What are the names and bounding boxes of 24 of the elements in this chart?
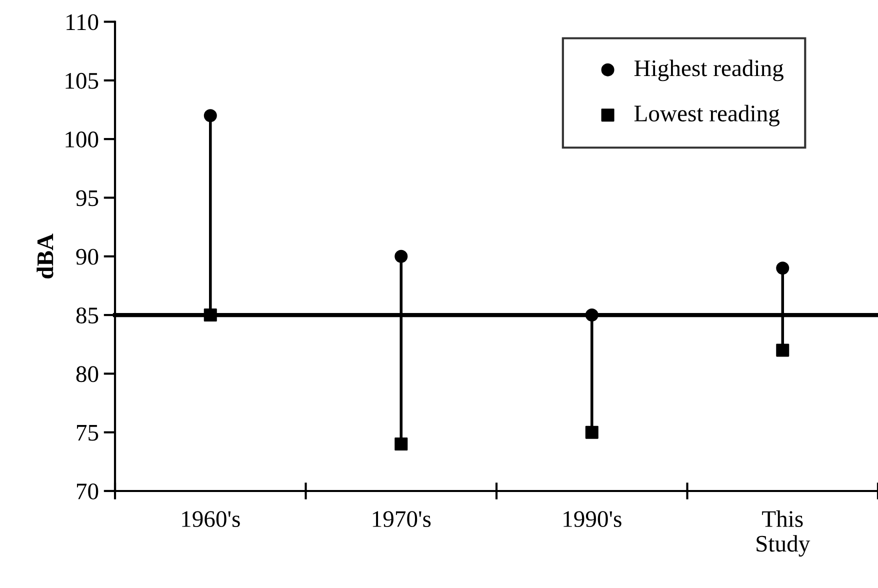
point: [585, 308, 598, 322]
x-tick-label: 1960's: [182, 511, 240, 528]
point: [776, 344, 790, 357]
legend-label: Lowest reading: [634, 104, 780, 126]
y-tick-label: 75: [76, 425, 98, 441]
point: [776, 262, 790, 275]
point: [204, 308, 217, 322]
y-tick-label: 95: [76, 190, 98, 206]
y-tick-label: 105: [66, 72, 98, 89]
x-tick-label: This Study: [756, 510, 810, 557]
point: [394, 438, 408, 451]
y-tick-label: 110: [66, 14, 98, 30]
legend-label: Highest reading: [634, 60, 784, 82]
y-tick-label: 100: [66, 132, 98, 148]
x-tick-label: 1990's: [564, 511, 622, 528]
y-tick-label: 80: [76, 366, 98, 382]
y-tick-label: 85: [76, 308, 98, 324]
x-tick-label: 1970's: [372, 511, 431, 528]
point: [585, 426, 598, 439]
point: [394, 250, 408, 263]
point: [204, 109, 217, 122]
y-tick-label: 70: [76, 483, 98, 500]
y-axis-title: dBA: [36, 234, 54, 278]
y-tick-label: 90: [76, 248, 98, 265]
